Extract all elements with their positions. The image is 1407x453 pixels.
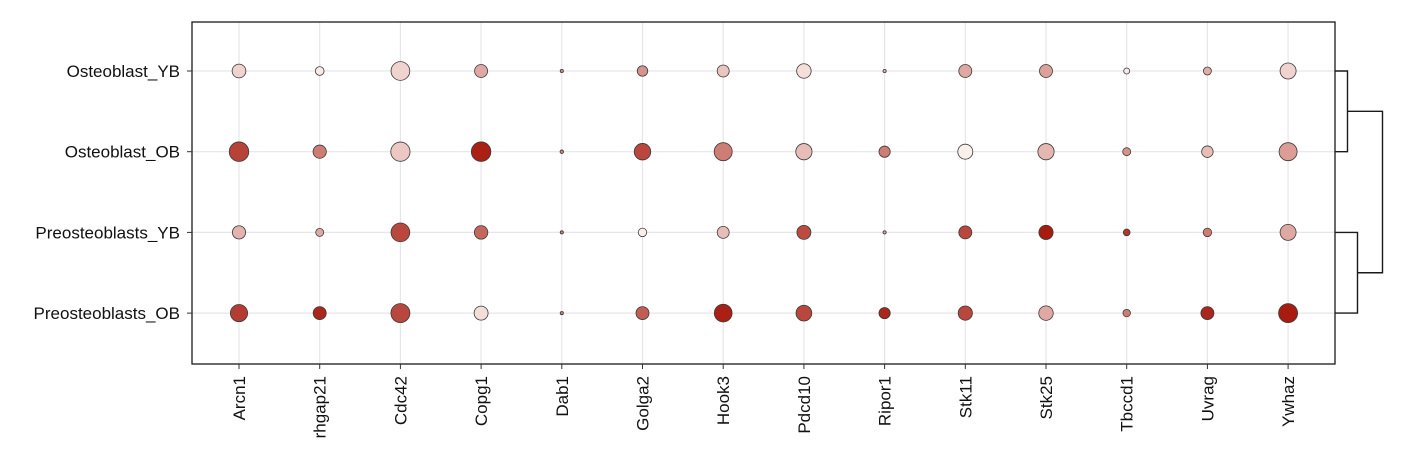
y-tick-label: Osteoblast_YB: [67, 62, 180, 81]
dots: [228, 61, 1298, 324]
y-tick-label: Preosteoblasts_OB: [34, 304, 180, 323]
x-tick-label: Tbccd1: [1118, 376, 1137, 432]
dot: [633, 143, 652, 161]
y-tick-label: Osteoblast_OB: [65, 143, 180, 162]
dot: [231, 225, 247, 240]
dot: [1202, 227, 1213, 238]
dot: [796, 224, 812, 240]
dot: [1201, 145, 1214, 158]
x-tick-label: rhgap21: [311, 376, 330, 438]
dot: [474, 64, 489, 78]
dot: [390, 141, 411, 162]
dot: [882, 230, 887, 235]
dot: [958, 225, 973, 240]
y-tick-label: Preosteoblasts_YB: [35, 223, 180, 242]
plot-panel-border: [191, 21, 1336, 365]
dot: [636, 65, 649, 77]
dot: [390, 303, 411, 324]
dot: [470, 141, 492, 162]
dot: [958, 64, 973, 78]
x-tick-label: Dab1: [553, 376, 572, 417]
dot: [559, 311, 564, 316]
dot: [1278, 303, 1298, 324]
dot: [716, 225, 730, 239]
dot: [229, 304, 249, 323]
dot: [795, 143, 813, 161]
dot: [1038, 305, 1054, 321]
dot: [878, 145, 891, 158]
dot: [314, 66, 325, 76]
x-tick-label: Ripor1: [876, 376, 895, 426]
dot: [228, 141, 250, 162]
dot: [1279, 223, 1297, 241]
dot: [716, 64, 730, 78]
dendrogram-branch: [1347, 110, 1384, 274]
dendrogram-branch: [1335, 70, 1349, 153]
dot: [231, 63, 247, 79]
dot: [795, 304, 813, 322]
dot: [1037, 143, 1055, 161]
dot: [1122, 228, 1131, 237]
dot: [635, 306, 650, 321]
dot: [957, 305, 973, 321]
grid-lines: [192, 22, 1335, 364]
x-tick-label: Uvrag: [1198, 376, 1217, 421]
axis-ticks: [187, 70, 1289, 369]
dot: [312, 306, 327, 321]
x-tick-label: Stk25: [1037, 376, 1056, 419]
dendrogram-branch: [1335, 231, 1359, 314]
x-tick-label: Copg1: [472, 376, 491, 426]
dot: [559, 69, 564, 74]
x-tick-label: Arcn1: [230, 376, 249, 420]
dot: [1039, 64, 1053, 78]
dot: [1279, 62, 1297, 80]
x-tick-label: Stk11: [956, 376, 975, 418]
dot: [1203, 66, 1212, 76]
dot: [878, 307, 891, 320]
dot: [559, 149, 564, 154]
x-tick-label: Cdc42: [391, 376, 410, 425]
x-tick-label: Hook3: [714, 376, 733, 425]
dot: [1122, 308, 1131, 318]
dot: [957, 143, 974, 160]
dot: [390, 61, 411, 81]
dendrogram: [1335, 70, 1384, 314]
dot: [390, 222, 411, 243]
dot: [1038, 224, 1054, 240]
x-tick-label: Ywhaz: [1279, 376, 1298, 427]
y-tick-labels: Osteoblast_YB Osteoblast_OB Preosteoblasts…: [34, 62, 180, 323]
dot: [796, 63, 812, 79]
dot: [637, 227, 648, 238]
x-tick-label: Pdcd10: [795, 376, 814, 434]
dot: [1122, 147, 1132, 157]
dot: [882, 69, 887, 74]
dot: [1278, 142, 1298, 162]
dot: [315, 227, 325, 237]
dot: [312, 144, 327, 159]
dot: [1200, 306, 1215, 321]
dot: [713, 142, 733, 162]
x-tick-label: Golga2: [634, 376, 653, 431]
dot: [713, 303, 733, 323]
x-tick-labels: Arcn1 rhgap21 Cdc42 Copg1 Dab1 Golga2 Hook3 Pdc…: [230, 376, 1298, 438]
dot: [559, 230, 564, 235]
dot: [1123, 67, 1131, 75]
dot: [473, 305, 489, 321]
dot: [473, 225, 489, 240]
